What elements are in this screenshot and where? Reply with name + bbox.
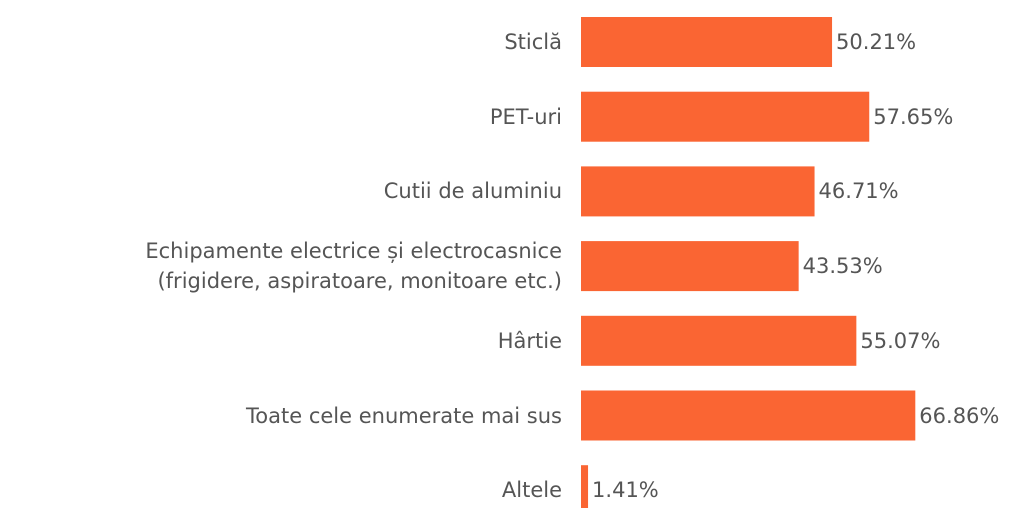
value-label: 55.07% bbox=[860, 328, 941, 353]
category-label: Altele bbox=[501, 478, 562, 503]
bar bbox=[581, 390, 916, 441]
category-label: Echipamente electrice și electrocasnice … bbox=[145, 239, 562, 294]
category-label: Cutii de aluminiu bbox=[383, 179, 562, 204]
value-label: 66.86% bbox=[919, 403, 1000, 428]
value-label: 43.53% bbox=[802, 254, 883, 279]
bar bbox=[581, 17, 833, 67]
bar bbox=[581, 315, 857, 366]
category-label: Hârtie bbox=[497, 328, 562, 353]
bar bbox=[581, 166, 815, 217]
category-label: Sticlă bbox=[504, 30, 562, 54]
category-label: PET-uri bbox=[489, 104, 562, 129]
category-label: Toate cele enumerate mai sus bbox=[246, 403, 562, 428]
bar bbox=[581, 465, 589, 508]
value-label: 46.71% bbox=[818, 179, 899, 204]
bar bbox=[581, 91, 870, 142]
value-label: 50.21% bbox=[836, 30, 917, 54]
value-label: 1.41% bbox=[592, 478, 659, 503]
bar bbox=[581, 241, 799, 292]
value-label: 57.65% bbox=[873, 104, 954, 129]
